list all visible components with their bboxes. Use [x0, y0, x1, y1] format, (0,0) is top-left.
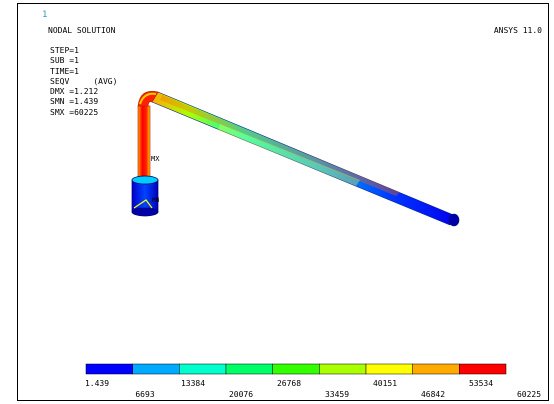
legend-swatch-6 — [365, 363, 413, 375]
pipe-contour-model[interactable]: MX MN — [100, 80, 480, 240]
info-dmx: DMX =1.212 — [50, 87, 99, 97]
legend-swatch-0 — [85, 363, 133, 375]
window-number: 1 — [42, 10, 48, 20]
info-step: STEP=1 — [50, 46, 79, 55]
pipe-base: MN — [131, 175, 160, 217]
pipe-elbow — [137, 91, 159, 109]
legend-label-top-3: 40151 — [372, 379, 398, 388]
legend-swatch-4 — [272, 363, 320, 375]
legend-label-top-1: 13384 — [180, 379, 206, 388]
contour-legend-bar — [85, 363, 507, 375]
product-version: ANSYS 11.0 — [493, 26, 542, 35]
legend-label-bottom-4: 60225 — [516, 390, 542, 399]
info-smx: SMX =60225 — [50, 107, 99, 117]
info-seqv: SEQV (AVG) — [50, 76, 118, 86]
legend-label-top-2: 26768 — [276, 379, 302, 388]
min-marker: MN — [152, 197, 160, 204]
max-marker: MX — [151, 155, 160, 163]
legend-swatch-5 — [319, 363, 367, 375]
legend-swatch-7 — [412, 363, 460, 375]
info-smn: SMN =1.439 — [50, 97, 99, 107]
legend-label-bottom-1: 20076 — [228, 390, 254, 399]
legend-label-bottom-0: 6693 — [135, 390, 155, 399]
pipe-riser: MX — [137, 105, 160, 181]
info-time: TIME=1 — [50, 66, 79, 76]
legend-swatch-1 — [132, 363, 180, 375]
graphics-border — [17, 3, 549, 401]
legend-swatch-2 — [179, 363, 227, 375]
legend-label-top-0: 1.439 — [84, 379, 110, 388]
plot-title: NODAL SOLUTION — [48, 26, 116, 35]
legend-label-bottom-3: 46842 — [420, 390, 446, 399]
legend-label-top-4: 53534 — [468, 379, 494, 388]
info-sub: SUB =1 — [50, 56, 79, 66]
solution-info: STEP=1 SUB =1 TIME=1 SEQV (AVG) DMX =1.2… — [50, 46, 117, 118]
legend-swatch-8 — [459, 363, 507, 375]
legend-swatch-3 — [225, 363, 273, 375]
pipe-long-segment — [151, 91, 460, 227]
legend-label-bottom-2: 33459 — [324, 390, 350, 399]
